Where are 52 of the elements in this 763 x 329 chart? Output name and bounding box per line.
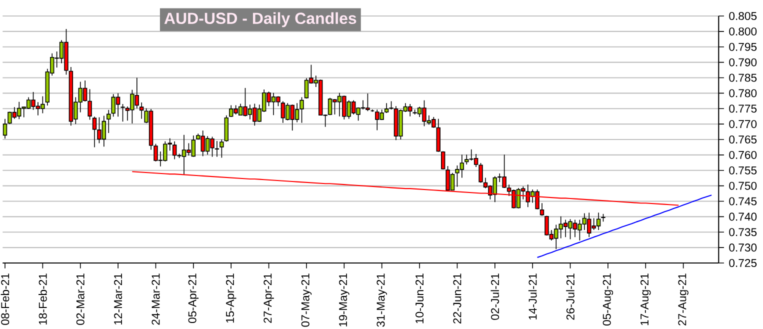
x-tick-label: 24-Mar-21 bbox=[152, 274, 160, 325]
candlestick bbox=[280, 100, 286, 124]
y-tick-label: 0.760 bbox=[729, 150, 757, 159]
candlestick bbox=[106, 109, 111, 134]
y-tick-label: 0.800 bbox=[729, 27, 757, 36]
x-tick-label: 07-May-21 bbox=[301, 274, 312, 327]
x-tick-label: 22-Jun-21 bbox=[453, 274, 462, 324]
x-tick-label: 02-Mar-21 bbox=[76, 274, 84, 325]
y-tick-label: 0.790 bbox=[729, 58, 757, 66]
y-tick-label: 0.745 bbox=[729, 197, 757, 206]
y-tick-label: 0.785 bbox=[729, 74, 757, 82]
x-tick-label: 05-Apr-21 bbox=[188, 274, 199, 324]
candlestick bbox=[224, 115, 228, 142]
candlestick bbox=[92, 116, 97, 148]
x-tick-label: 27-Apr-21 bbox=[264, 274, 274, 323]
x-tick-label: 17-Aug-21 bbox=[640, 274, 651, 326]
x-tick-label: 26-Jul-21 bbox=[566, 274, 574, 320]
y-tick-label: 0.805 bbox=[729, 12, 757, 20]
x-tick-label: 31-May-21 bbox=[376, 274, 387, 327]
x-tick-label: 19-May-21 bbox=[339, 274, 350, 326]
candlestick bbox=[436, 118, 440, 152]
candlestick bbox=[440, 150, 446, 170]
x-tick-label: 12-Mar-21 bbox=[114, 274, 122, 324]
candlestick bbox=[214, 140, 220, 158]
candlestick bbox=[120, 104, 125, 122]
x-tick-label: 02-Jul-21 bbox=[490, 274, 500, 320]
x-tick-label: 15-Apr-21 bbox=[226, 274, 236, 323]
y-tick-label: 0.765 bbox=[729, 136, 757, 144]
candlestick bbox=[220, 139, 224, 158]
x-tick-label: 14-Jul-21 bbox=[528, 274, 537, 320]
y-tick-label: 0.795 bbox=[729, 42, 757, 51]
y-tick-label: 0.735 bbox=[729, 228, 757, 236]
candlestick bbox=[2, 118, 8, 139]
x-tick-label: 27-Aug-21 bbox=[678, 274, 688, 326]
candlestick bbox=[540, 202, 544, 216]
y-tick-label: 0.725 bbox=[729, 258, 757, 268]
y-tick-label: 0.780 bbox=[729, 89, 757, 98]
y-tick-label: 0.770 bbox=[729, 120, 757, 128]
x-tick-label: 10-Jun-21 bbox=[416, 274, 424, 324]
x-tick-label: 05-Aug-21 bbox=[602, 274, 614, 326]
candlestick bbox=[88, 88, 92, 120]
x-tick-label: 08-Feb-21 bbox=[0, 274, 10, 325]
candlestick bbox=[140, 102, 144, 120]
chart-title: AUD-USD - Daily Candles bbox=[164, 12, 356, 28]
y-tick-label: 0.730 bbox=[729, 244, 757, 252]
y-tick-label: 0.775 bbox=[729, 104, 757, 113]
x-tick-label: 18-Feb-21 bbox=[38, 274, 47, 324]
candlestick bbox=[82, 80, 88, 102]
y-tick-label: 0.755 bbox=[729, 166, 757, 174]
y-tick-label: 0.740 bbox=[729, 212, 757, 221]
candlestick bbox=[384, 102, 389, 114]
y-tick-label: 0.750 bbox=[729, 182, 757, 190]
